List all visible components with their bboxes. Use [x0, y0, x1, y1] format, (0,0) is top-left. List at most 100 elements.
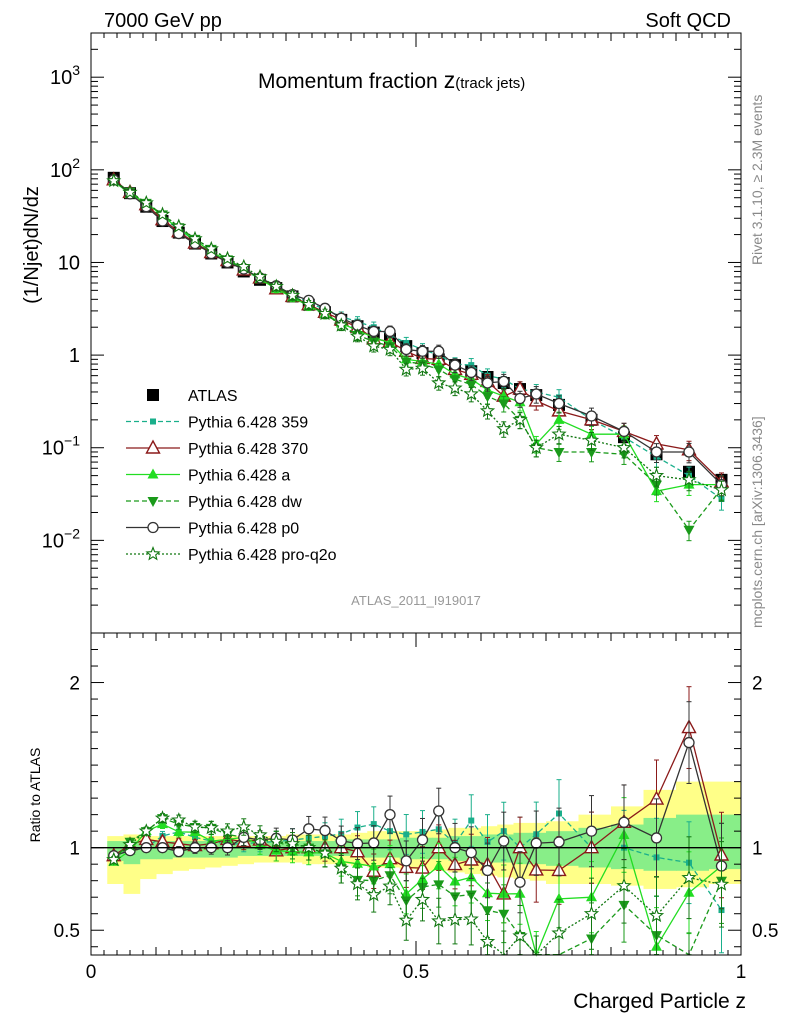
point-pythia-6-428-pro-q2o [398, 361, 414, 376]
legend-marker-pythia-6-428-359 [150, 418, 156, 425]
point-pythia-6-428-p0 [650, 446, 663, 458]
y-tick-label-base: 10 [42, 438, 64, 460]
x-tick-label: 1 [736, 962, 747, 983]
ratio-point-pythia-6-428-p0 [335, 835, 347, 847]
ratio-point-pythia-6-428-pro-q2o [171, 812, 187, 827]
ratio-point-pythia-6-428-p0 [319, 824, 331, 837]
ratio-data-marks [106, 686, 730, 957]
y-tick-label-base: 10 [58, 252, 80, 274]
ratio-series-pythia-6-428-370 [106, 686, 730, 924]
legend-label-pythia-6-428-a: Pythia 6.428 a [188, 468, 290, 485]
y-tick-label: 102 [50, 155, 80, 182]
ratio-line-pythia-6-428-359 [113, 812, 723, 911]
ratio-point-pythia-6-428-pro-q2o [187, 818, 203, 834]
legend-item-pythia-6-428-p0: Pythia 6.428 p0 [126, 521, 299, 538]
ratio-point-pythia-6-428-p0 [368, 837, 380, 849]
ratio-point-pythia-6-428-pro-q2o [317, 845, 333, 860]
point-pythia-6-428-pro-q2o [447, 380, 463, 395]
point-pythia-6-428-pro-q2o [284, 287, 301, 303]
point-pythia-6-428-pro-q2o [414, 360, 431, 375]
ratio-band-green-bin [676, 814, 709, 871]
ratio-point-pythia-6-428-pro-q2o [398, 912, 414, 927]
point-pythia-6-428-pro-q2o [616, 439, 632, 455]
point-pythia-6-428-p0 [514, 392, 526, 405]
ratio-point-pythia-6-428-pro-q2o [154, 810, 171, 825]
ratio-point-pythia-6-428-p0 [498, 835, 510, 847]
point-pythia-6-428-dw [586, 447, 597, 458]
ratio-point-pythia-6-428-a [205, 835, 217, 846]
ratio-point-pythia-6-428-p0 [683, 736, 695, 749]
ratio-point-pythia-6-428-a [352, 857, 363, 868]
chart-title: Momentum fraction z(track jets) [258, 67, 525, 93]
y-tick-label-exp: 3 [72, 62, 80, 78]
ratio-point-pythia-6-428-pro-q2o [551, 925, 567, 940]
x-tick-label: 0.5 [403, 962, 429, 983]
point-pythia-6-428-dw [553, 447, 565, 458]
ratio-point-pythia-6-428-pro-q2o [512, 927, 528, 943]
ratio-point-pythia-6-428-p0 [351, 837, 364, 850]
ratio-band-green-bin [383, 839, 401, 858]
point-pythia-6-428-p0 [433, 345, 445, 357]
point-pythia-6-428-p0 [498, 375, 510, 388]
legend-item-pythia-6-428-359: Pythia 6.428 359 [126, 415, 308, 432]
ratio-point-pythia-6-428-pro-q2o [106, 851, 122, 867]
ratio-point-pythia-6-428-a [553, 892, 565, 903]
legend-marker-atlas [147, 389, 159, 401]
point-pythia-6-428-pro-q2o [382, 341, 398, 356]
header-left: 7000 GeV pp [104, 10, 222, 32]
point-pythia-6-428-pro-q2o [187, 230, 203, 246]
main-frame [90, 32, 742, 634]
x-ticks: 0 0.5 1 [86, 33, 747, 983]
y-tick-label: 10 [58, 252, 80, 274]
legend-label-pythia-6-428-370: Pythia 6.428 370 [188, 441, 308, 458]
point-pythia-6-428-pro-q2o [349, 328, 366, 343]
legend-label-pythia-6-428-359: Pythia 6.428 359 [188, 415, 308, 432]
point-pythia-6-428-pro-q2o [551, 426, 567, 441]
legend-label-pythia-6-428-p0: Pythia 6.428 p0 [188, 521, 299, 538]
rivet-label: Rivet 3.1.10, ≥ 2.3M events [749, 95, 765, 265]
mcplots-label: mcplots.cern.ch [arXiv:1306.3436] [749, 416, 765, 628]
ratio-y-axis-label: Ratio to ATLAS [27, 748, 43, 843]
point-pythia-6-428-pro-q2o [317, 305, 333, 321]
point-pythia-6-428-p0 [683, 446, 695, 458]
ratio-point-pythia-6-428-p0 [416, 834, 429, 846]
y-tick-label-exp: −1 [64, 433, 80, 449]
ratio-panel: 0.5 0.51 12 2 0 0.5 1 Ratio to ATLAS Charged … [27, 33, 778, 1013]
ratio-point-pythia-6-428-pro-q2o [203, 819, 219, 835]
point-pythia-6-428-pro-q2o [154, 206, 171, 221]
legend-item-pythia-6-428-370: Pythia 6.428 370 [126, 439, 308, 458]
point-pythia-6-428-p0 [585, 410, 598, 422]
y-tick-label-exp: 2 [72, 155, 80, 171]
ratio-y-tick-label-right: 1 [752, 839, 763, 860]
ratio-y-tick-label-left: 1 [69, 839, 80, 860]
y-tick-label-base: 10 [42, 530, 64, 552]
point-pythia-6-428-pro-q2o [528, 439, 544, 455]
ratio-point-pythia-6-428-p0 [530, 837, 542, 849]
y-tick-label: 103 [50, 62, 80, 89]
ratio-point-pythia-6-428-p0 [400, 855, 412, 867]
legend-label-atlas: ATLAS [188, 388, 238, 405]
main-y-axis-label: (1/Njet)dN/dz [21, 186, 43, 304]
point-pythia-6-428-pro-q2o [236, 258, 252, 274]
point-pythia-6-428-p0 [384, 325, 396, 338]
ratio-point-pythia-6-428-pro-q2o [349, 875, 366, 891]
legend-label-pythia-6-428-pro-q2o: Pythia 6.428 pro-q2o [188, 547, 337, 564]
point-pythia-6-428-dw [465, 380, 477, 391]
legend-marker-pythia-6-428-p0 [147, 521, 159, 534]
point-pythia-6-428-pro-q2o [512, 411, 528, 427]
ratio-point-pythia-6-428-p0 [173, 845, 185, 858]
point-pythia-6-428-p0 [481, 377, 494, 389]
ratio-point-pythia-6-428-pro-q2o [463, 911, 479, 926]
chart-title-main: Momentum fraction [258, 70, 438, 93]
point-pythia-6-428-dw [498, 399, 510, 410]
point-pythia-6-428-pro-q2o [252, 268, 268, 284]
ratio-y-tick-label-left: 0.5 [54, 921, 80, 942]
main-data-marks [106, 171, 730, 542]
ratio-y-tick-label-right: 2 [752, 674, 763, 695]
series-pythia-6-428-pro-q2o [106, 172, 730, 502]
point-pythia-6-428-pro-q2o [203, 240, 219, 256]
header-right: Soft QCD [645, 10, 731, 32]
ratio-point-pythia-6-428-p0 [650, 832, 663, 844]
